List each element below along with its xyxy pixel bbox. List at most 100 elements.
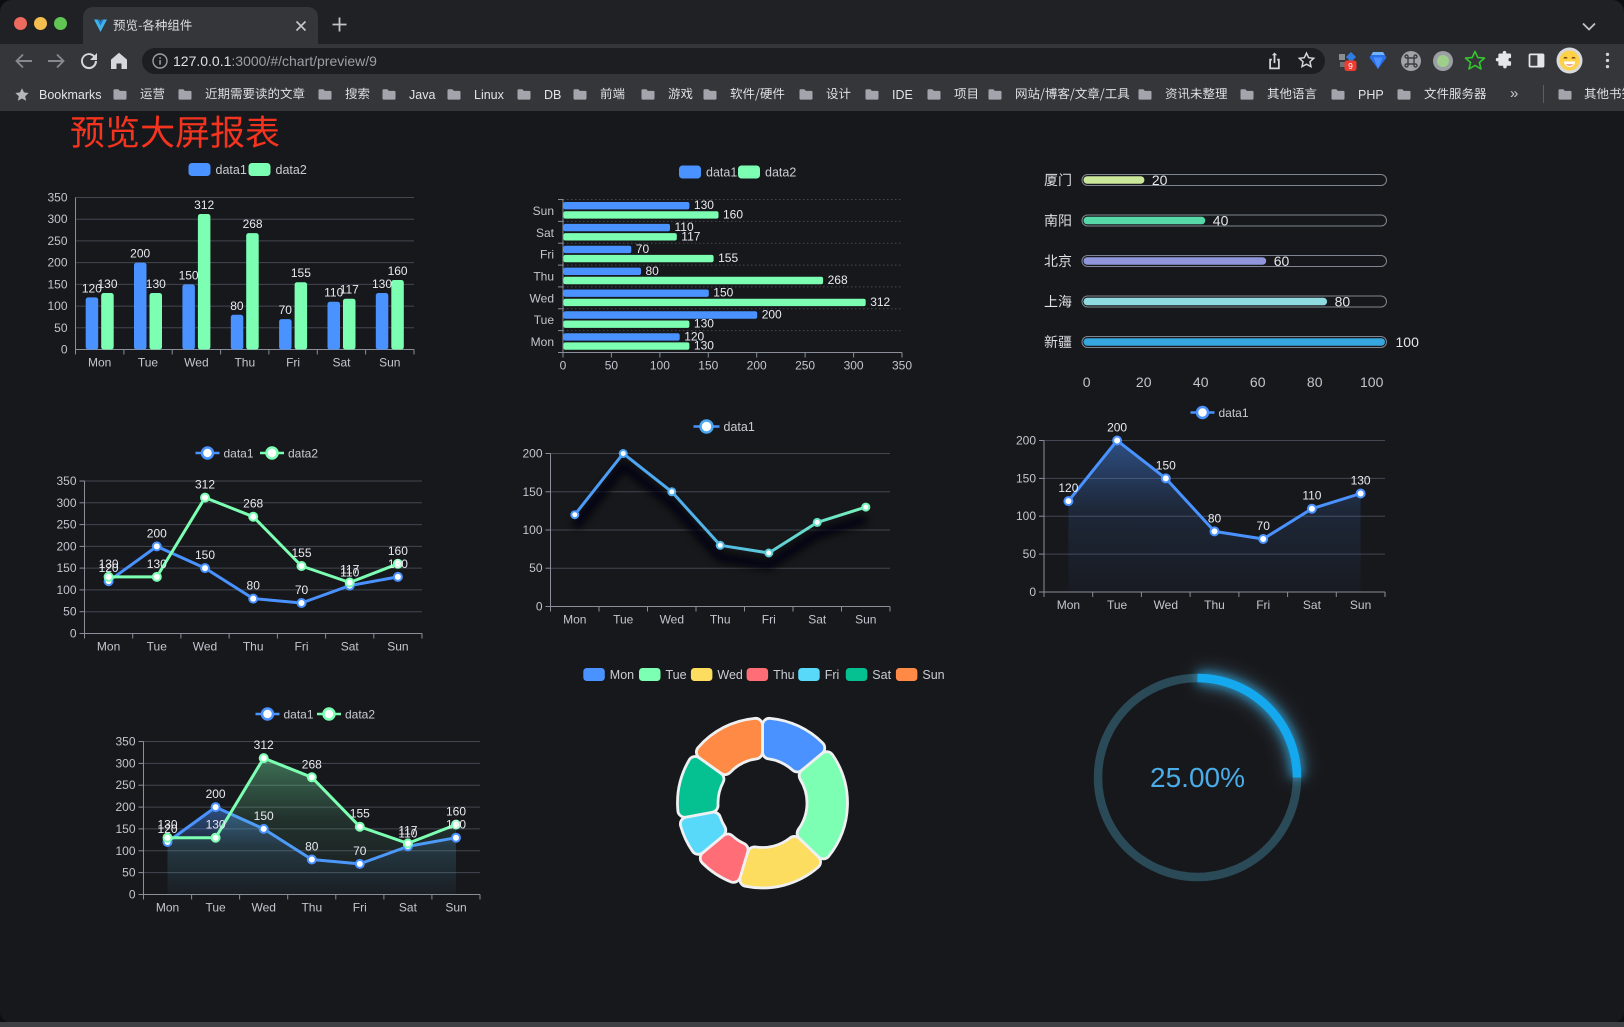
svg-text:0: 0 (129, 888, 136, 902)
svg-text:Thu: Thu (301, 901, 322, 915)
svg-text:Sat: Sat (808, 613, 827, 627)
svg-text:350: 350 (47, 191, 67, 205)
svg-text:120: 120 (82, 281, 102, 295)
svg-text:250: 250 (795, 359, 815, 373)
svg-text:160: 160 (446, 805, 466, 819)
svg-text:150: 150 (1016, 471, 1036, 485)
svg-text:0: 0 (560, 359, 567, 373)
svg-text:Thu: Thu (710, 613, 731, 627)
svg-text:130: 130 (694, 198, 714, 212)
svg-text:200: 200 (522, 447, 542, 461)
svg-text:160: 160 (388, 544, 408, 558)
svg-text:80: 80 (646, 264, 660, 278)
svg-text:Mon: Mon (97, 640, 120, 654)
svg-text:Wed: Wed (193, 640, 217, 654)
svg-text:350: 350 (56, 474, 76, 488)
svg-text:9: 9 (1348, 61, 1353, 71)
svg-text:Tue: Tue (534, 313, 555, 327)
svg-text:312: 312 (870, 295, 890, 309)
svg-text:data1: data1 (1219, 406, 1249, 420)
svg-text:60: 60 (1274, 253, 1290, 269)
svg-text:Thu: Thu (243, 640, 264, 654)
svg-text:Sat: Sat (1303, 598, 1322, 612)
svg-text:Sat: Sat (399, 901, 418, 915)
svg-text:70: 70 (353, 844, 367, 858)
svg-text:110: 110 (340, 566, 359, 580)
svg-text:data1: data1 (724, 420, 755, 434)
svg-text:100: 100 (1360, 374, 1384, 390)
svg-text:130: 130 (694, 339, 714, 353)
svg-text:data1: data1 (224, 447, 254, 461)
svg-text:200: 200 (1016, 434, 1036, 448)
svg-text:150: 150 (56, 561, 76, 575)
svg-text:50: 50 (122, 866, 136, 880)
svg-text:100: 100 (522, 523, 542, 537)
svg-text:100: 100 (1396, 334, 1420, 350)
svg-text:80: 80 (230, 299, 244, 313)
svg-text:120: 120 (684, 329, 704, 343)
svg-text:200: 200 (1107, 421, 1127, 435)
svg-text:300: 300 (47, 212, 67, 226)
svg-text:Fri: Fri (1256, 598, 1270, 612)
svg-text:300: 300 (844, 359, 864, 373)
svg-text:155: 155 (350, 807, 370, 821)
svg-text:150: 150 (698, 359, 718, 373)
svg-text:100: 100 (56, 583, 76, 597)
svg-text:150: 150 (47, 277, 67, 291)
svg-text:200: 200 (747, 359, 767, 373)
svg-text:Tue: Tue (1107, 598, 1128, 612)
svg-text:80: 80 (1307, 374, 1323, 390)
svg-text:0: 0 (536, 600, 543, 614)
svg-text:80: 80 (1335, 294, 1351, 310)
svg-text:150: 150 (1156, 458, 1176, 472)
svg-text:350: 350 (115, 735, 135, 749)
svg-text:Fri: Fri (825, 668, 840, 682)
svg-text:50: 50 (529, 561, 543, 575)
svg-text:Mon: Mon (531, 335, 554, 349)
svg-text:200: 200 (115, 800, 135, 814)
svg-text:50: 50 (63, 605, 77, 619)
svg-text:Wed: Wed (1154, 598, 1178, 612)
svg-text:130: 130 (99, 557, 119, 571)
svg-text:268: 268 (302, 757, 322, 771)
svg-text:Tue: Tue (613, 613, 634, 627)
svg-text:117: 117 (398, 823, 417, 837)
svg-text:Sun: Sun (445, 901, 466, 915)
svg-text:Tue: Tue (147, 640, 168, 654)
svg-text:150: 150 (195, 548, 215, 562)
svg-text:Sat: Sat (341, 640, 360, 654)
svg-text:312: 312 (254, 738, 274, 752)
svg-text:40: 40 (1193, 374, 1209, 390)
svg-text:data2: data2 (276, 163, 307, 177)
svg-text:120: 120 (99, 561, 119, 575)
svg-text:50: 50 (1023, 547, 1037, 561)
svg-text:25.00%: 25.00% (1150, 762, 1245, 793)
svg-text:Thu: Thu (773, 668, 795, 682)
svg-text:312: 312 (194, 198, 214, 212)
svg-text:60: 60 (1250, 374, 1266, 390)
svg-text:268: 268 (243, 217, 263, 231)
svg-text:0: 0 (1083, 374, 1091, 390)
svg-text:data1: data1 (216, 163, 247, 177)
svg-text:130: 130 (372, 277, 392, 291)
svg-text:Sun: Sun (922, 668, 944, 682)
svg-text:Fri: Fri (295, 640, 309, 654)
svg-text:150: 150 (713, 286, 733, 300)
svg-text:Mon: Mon (156, 901, 179, 915)
svg-text:130: 130 (1351, 474, 1371, 488)
svg-text:250: 250 (47, 234, 67, 248)
svg-text:Sat: Sat (332, 356, 351, 370)
svg-text:Mon: Mon (563, 613, 586, 627)
svg-text:Sun: Sun (387, 640, 408, 654)
svg-text:250: 250 (115, 778, 135, 792)
svg-text:100: 100 (650, 359, 670, 373)
svg-text:150: 150 (179, 268, 199, 282)
svg-text:Sat: Sat (872, 668, 891, 682)
svg-text:Sun: Sun (379, 356, 400, 370)
svg-text:200: 200 (762, 308, 782, 322)
svg-text:155: 155 (718, 251, 738, 265)
svg-text:Thu: Thu (234, 356, 255, 370)
svg-text:Tue: Tue (205, 901, 226, 915)
svg-text:Mon: Mon (1057, 598, 1080, 612)
svg-text:Fri: Fri (540, 248, 554, 262)
